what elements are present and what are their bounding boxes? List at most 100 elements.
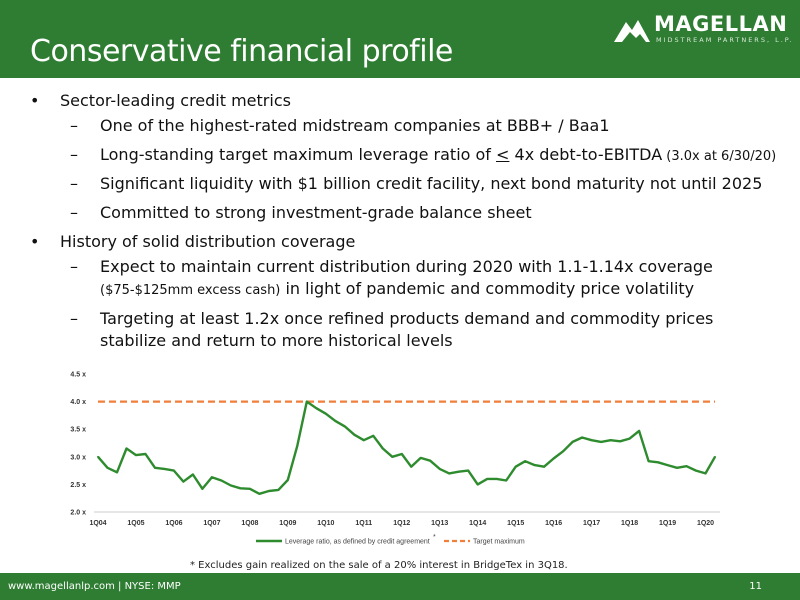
leverage-point <box>562 450 564 453</box>
leverage-point <box>486 478 489 480</box>
leverage-point <box>353 433 356 436</box>
leverage-point <box>666 464 669 466</box>
y-tick-label: 3.0 x <box>70 454 86 461</box>
leverage-point <box>467 469 470 472</box>
y-tick-label: 4.0 x <box>70 399 86 406</box>
x-tick-label: 1Q15 <box>507 520 524 527</box>
legend-leverage: Leverage ratio, as defined by credit agr… <box>285 539 430 546</box>
x-tick-label: 1Q19 <box>659 520 676 527</box>
leverage-point <box>173 469 175 472</box>
leverage-point <box>676 466 678 469</box>
leverage-point <box>372 434 375 437</box>
leverage-point <box>305 400 308 403</box>
x-tick-label: 1Q13 <box>431 520 448 527</box>
page-number: 11 <box>749 581 762 592</box>
sub-bullet: – Long-standing target maximum leverage … <box>18 144 798 173</box>
chart-legend: Leverage ratio, as defined by credit agr… <box>256 534 525 546</box>
sub-bullet: – One of the highest-rated midstream com… <box>18 115 798 144</box>
leverage-note: (3.0x at 6/30/20) <box>662 149 777 164</box>
leverage-point <box>581 436 583 439</box>
leverage-point <box>211 476 213 479</box>
leverage-point <box>182 480 185 483</box>
leverage-point <box>543 465 545 468</box>
x-tick-label: 1Q08 <box>241 520 258 527</box>
x-tick-label: 1Q07 <box>203 520 220 527</box>
leverage-point <box>448 472 451 475</box>
dash-icon: – <box>70 203 78 222</box>
mountain-logo-icon <box>614 20 650 42</box>
sub-bullet-text: Significant liquidity with $1 billion cr… <box>100 174 763 193</box>
leverage-point <box>154 466 156 469</box>
dash-icon: – <box>70 116 78 135</box>
leverage-point <box>201 487 204 490</box>
leverage-point <box>590 439 593 442</box>
x-tick-label: 1Q04 <box>89 520 106 527</box>
leverage-point <box>552 457 555 460</box>
leverage-point <box>438 468 441 470</box>
leverage-point <box>277 489 280 491</box>
x-tick-label: 1Q12 <box>393 520 410 527</box>
leverage-point <box>457 470 460 473</box>
sub-bullet-text: in light of pandemic and commodity price… <box>280 279 695 298</box>
leverage-point <box>106 466 109 469</box>
bullet-distribution-coverage: • History of solid distribution coverage <box>18 231 798 256</box>
leverage-point <box>362 439 365 442</box>
leverage-point <box>391 455 394 458</box>
x-tick-label: 1Q18 <box>621 520 638 527</box>
leverage-point <box>628 437 631 440</box>
bullet-text: Sector-leading credit metrics <box>60 91 291 110</box>
excess-cash-note: ($75-$125mm excess cash) <box>100 283 281 298</box>
dash-icon: – <box>70 309 78 328</box>
sub-bullet: – Expect to maintain current distributio… <box>18 256 798 308</box>
leverage-point <box>476 483 479 486</box>
sub-bullet-text: 4x debt-to-EBITDA <box>509 145 663 164</box>
x-tick-label: 1Q17 <box>583 520 600 527</box>
leverage-points <box>97 400 716 495</box>
leverage-point <box>334 420 337 422</box>
leverage-point <box>135 454 137 456</box>
leverage-point <box>192 473 194 476</box>
bullet-list: • Sector-leading credit metrics – One of… <box>18 90 798 352</box>
bullet-text: History of solid distribution coverage <box>60 232 356 251</box>
leverage-point <box>495 478 498 480</box>
sub-bullet-text: stabilize and return to more historical … <box>100 331 453 350</box>
leverage-point <box>600 441 602 443</box>
leverage-point <box>286 479 289 481</box>
bullet-dot-icon: • <box>30 232 40 251</box>
less-than-symbol: < <box>496 145 510 164</box>
x-tick-label: 1Q10 <box>317 520 334 527</box>
leverage-point <box>400 453 403 455</box>
footer-website: www.magellanlp.com | NYSE: MMP <box>8 581 181 592</box>
bullet-dot-icon: • <box>30 91 40 110</box>
leverage-point <box>638 430 640 432</box>
leverage-point <box>268 490 270 492</box>
leverage-point <box>704 472 707 475</box>
leverage-point <box>296 444 299 447</box>
leverage-point <box>619 440 621 443</box>
leverage-chart: 2.0 x2.5 x3.0 x3.5 x4.0 x4.5 x 1Q04 1Q05 1… <box>70 372 720 546</box>
legend-target: Target maximum <box>473 539 525 546</box>
dash-icon: – <box>70 174 78 193</box>
leverage-point <box>163 468 166 470</box>
leverage-point <box>609 439 612 442</box>
leverage-point <box>685 465 688 468</box>
legend-asterisk: * <box>433 534 436 541</box>
sub-bullet-text: Targeting at least 1.2x once refined pro… <box>100 309 714 328</box>
leverage-point <box>315 407 318 410</box>
y-axis: 2.0 x 2.5 x 3.0 x 3.5 x 4.0 x 4.5 x <box>70 372 86 517</box>
bullet-credit-metrics: • Sector-leading credit metrics <box>18 90 798 115</box>
leverage-ratio-line <box>97 400 717 496</box>
x-tick-label: 1Q11 <box>355 520 372 527</box>
leverage-point <box>514 465 517 468</box>
logo-subtitle: MIDSTREAM PARTNERS, L.P. <box>656 36 794 44</box>
dash-icon: – <box>70 257 78 276</box>
leverage-point <box>249 487 251 490</box>
sub-bullet-text: Expect to maintain current distribution … <box>100 257 713 276</box>
leverage-point <box>144 453 147 455</box>
leverage-point <box>429 459 432 462</box>
leverage-point <box>239 487 242 490</box>
leverage-point <box>125 447 128 450</box>
leverage-point <box>714 455 716 458</box>
footer-bar: www.magellanlp.com | NYSE: MMP 11 <box>0 573 800 600</box>
leverage-point <box>381 447 384 450</box>
